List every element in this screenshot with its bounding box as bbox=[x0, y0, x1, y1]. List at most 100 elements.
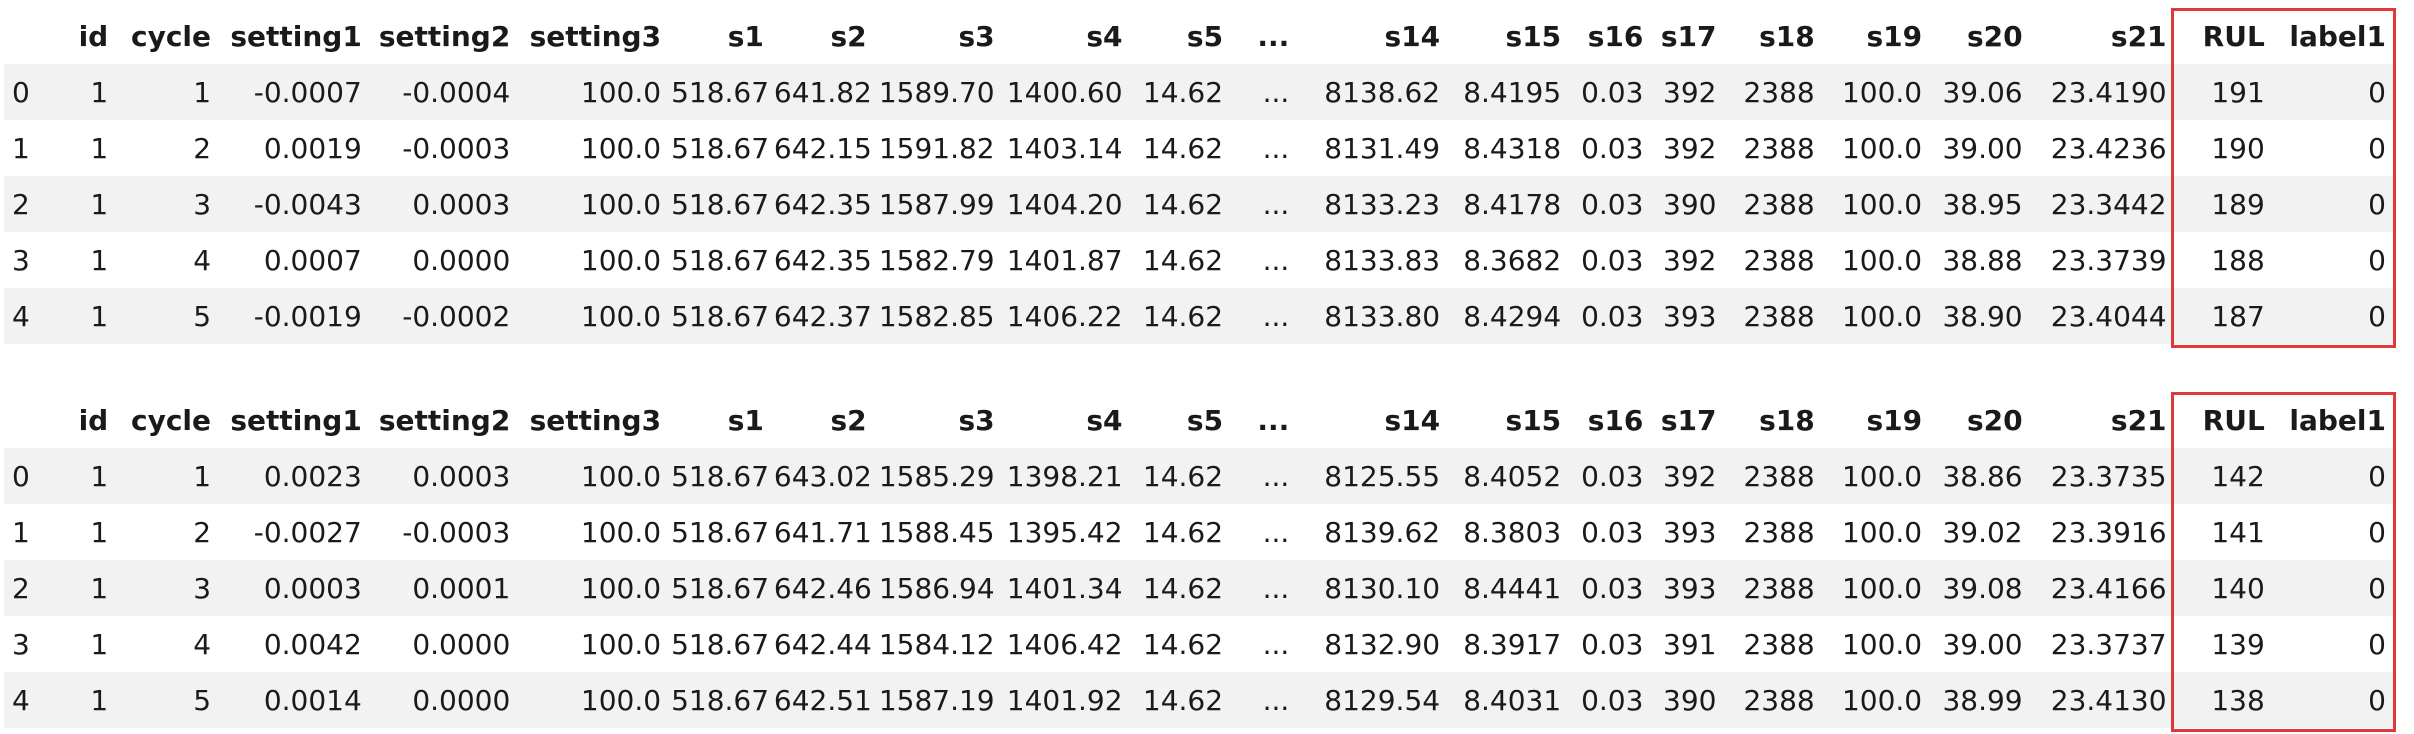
cell-s3: 1586.94 bbox=[878, 571, 995, 605]
column-header-s1: s1 bbox=[727, 403, 764, 437]
cell-setting1: -0.0043 bbox=[253, 187, 362, 221]
test-dataframe: id cycle setting1 setting2 setting3 s1 s2 s3 s4 s… bbox=[4, 392, 2396, 732]
cell-s21: 23.3737 bbox=[2050, 627, 2167, 661]
cell-s1: 518.67 bbox=[671, 627, 770, 661]
cell-s21: 23.4166 bbox=[2050, 571, 2167, 605]
cell-s14: 8131.49 bbox=[1324, 131, 1441, 165]
cell-s3: 1589.70 bbox=[878, 75, 995, 109]
column-header-id: id bbox=[78, 403, 109, 437]
cell-s17: 390 bbox=[1663, 683, 1717, 717]
cell-s1: 518.67 bbox=[671, 515, 770, 549]
cell-ellipsis: ... bbox=[1262, 627, 1290, 661]
cell-setting3: 100.0 bbox=[580, 683, 662, 717]
cell-s1: 518.67 bbox=[671, 299, 770, 333]
cell-setting3: 100.0 bbox=[580, 243, 662, 277]
cell-s3: 1587.99 bbox=[878, 187, 995, 221]
cell-setting1: 0.0023 bbox=[263, 459, 362, 493]
cell-label1: 0 bbox=[2368, 571, 2386, 605]
cell-s15: 8.4195 bbox=[1463, 75, 1562, 109]
cell-id: 1 bbox=[90, 75, 109, 109]
cell-label1: 0 bbox=[2368, 515, 2386, 549]
cell-s16: 0.03 bbox=[1581, 299, 1644, 333]
cell-rul: 190 bbox=[2211, 131, 2265, 165]
column-header-s20: s20 bbox=[1966, 19, 2023, 53]
cell-s21: 23.3916 bbox=[2050, 515, 2167, 549]
column-header-s1: s1 bbox=[727, 19, 764, 53]
cell-s5: 14.62 bbox=[1142, 627, 1224, 661]
row-index: 4 bbox=[12, 683, 30, 717]
cell-setting2: 0.0000 bbox=[412, 683, 511, 717]
cell-s3: 1584.12 bbox=[878, 627, 995, 661]
cell-s14: 8133.83 bbox=[1324, 243, 1441, 277]
cell-setting3: 100.0 bbox=[580, 627, 662, 661]
cell-s16: 0.03 bbox=[1581, 243, 1644, 277]
row-index: 0 bbox=[12, 459, 30, 493]
cell-s1: 518.67 bbox=[671, 683, 770, 717]
column-header-s20: s20 bbox=[1966, 403, 2023, 437]
cell-label1: 0 bbox=[2368, 243, 2386, 277]
column-header-s2: s2 bbox=[830, 19, 867, 53]
cell-rul: 188 bbox=[2211, 243, 2265, 277]
cell-s5: 14.62 bbox=[1142, 683, 1224, 717]
cell-s15: 8.4178 bbox=[1463, 187, 1562, 221]
cell-s15: 8.3803 bbox=[1463, 515, 1562, 549]
column-header-s3: s3 bbox=[958, 19, 995, 53]
cell-s4: 1398.21 bbox=[1006, 459, 1123, 493]
cell-s20: 39.02 bbox=[1942, 515, 2023, 549]
cell-s2: 641.71 bbox=[773, 515, 872, 549]
cell-setting1: -0.0007 bbox=[253, 75, 362, 109]
cell-s2: 642.35 bbox=[773, 187, 872, 221]
cell-s19: 100.0 bbox=[1841, 459, 1923, 493]
cell-ellipsis: ... bbox=[1262, 187, 1290, 221]
cell-cycle: 4 bbox=[193, 627, 212, 661]
cell-s20: 38.86 bbox=[1942, 459, 2023, 493]
cell-ellipsis: ... bbox=[1262, 459, 1290, 493]
cell-id: 1 bbox=[90, 571, 109, 605]
column-header-ellipsis: ... bbox=[1257, 403, 1290, 437]
cell-s14: 8125.55 bbox=[1324, 459, 1441, 493]
cell-rul: 189 bbox=[2211, 187, 2265, 221]
cell-s18: 2388 bbox=[1743, 683, 1815, 717]
table-row: 0 1 1 0.0023 0.0003 100.0 518.67 643.02 1585.29 1… bbox=[4, 448, 2396, 504]
column-header-s18: s18 bbox=[1759, 19, 1815, 53]
cell-s5: 14.62 bbox=[1142, 187, 1224, 221]
cell-id: 1 bbox=[90, 243, 109, 277]
cell-s2: 642.37 bbox=[773, 299, 872, 333]
column-header-rul: RUL bbox=[2202, 403, 2265, 437]
cell-id: 1 bbox=[90, 299, 109, 333]
cell-s15: 8.4031 bbox=[1463, 683, 1562, 717]
cell-s16: 0.03 bbox=[1581, 627, 1644, 661]
cell-setting3: 100.0 bbox=[580, 459, 662, 493]
column-header-s18: s18 bbox=[1759, 403, 1815, 437]
cell-cycle: 2 bbox=[193, 131, 212, 165]
cell-setting1: 0.0014 bbox=[263, 683, 362, 717]
cell-ellipsis: ... bbox=[1262, 131, 1290, 165]
table-row: 2 1 3 0.0003 0.0001 100.0 518.67 642.46 1586.94 1… bbox=[4, 560, 2396, 616]
cell-s18: 2388 bbox=[1743, 243, 1815, 277]
column-header-s16: s16 bbox=[1587, 19, 1644, 53]
cell-ellipsis: ... bbox=[1262, 299, 1290, 333]
cell-s21: 23.3442 bbox=[2050, 187, 2167, 221]
cell-s16: 0.03 bbox=[1581, 459, 1644, 493]
dataframe-table-train: id cycle setting1 setting2 setting3 s1 s2 s3 s4 s… bbox=[4, 8, 2396, 344]
cell-s15: 8.3682 bbox=[1463, 243, 1562, 277]
column-header-id: id bbox=[78, 19, 109, 53]
cell-id: 1 bbox=[90, 515, 109, 549]
cell-setting1: 0.0042 bbox=[263, 627, 362, 661]
cell-id: 1 bbox=[90, 627, 109, 661]
column-header-s5: s5 bbox=[1186, 403, 1224, 437]
column-header-s21: s21 bbox=[2110, 19, 2167, 53]
cell-s17: 391 bbox=[1663, 627, 1717, 661]
cell-s14: 8129.54 bbox=[1324, 683, 1441, 717]
column-header-s17: s17 bbox=[1660, 19, 1717, 53]
header-row: id cycle setting1 setting2 setting3 s1 s2 s3 s4 s… bbox=[4, 392, 2396, 448]
cell-setting2: -0.0002 bbox=[402, 299, 511, 333]
cell-s17: 393 bbox=[1663, 571, 1717, 605]
cell-cycle: 5 bbox=[193, 299, 212, 333]
cell-label1: 0 bbox=[2368, 75, 2386, 109]
cell-s16: 0.03 bbox=[1581, 187, 1644, 221]
cell-s3: 1582.85 bbox=[878, 299, 995, 333]
cell-s5: 14.62 bbox=[1142, 299, 1224, 333]
cell-s1: 518.67 bbox=[671, 459, 770, 493]
cell-s4: 1406.42 bbox=[1006, 627, 1123, 661]
